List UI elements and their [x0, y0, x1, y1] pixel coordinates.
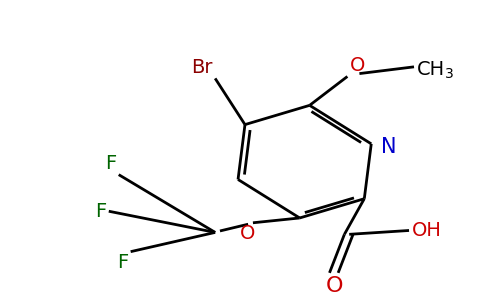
Text: F: F	[105, 154, 116, 173]
Text: O: O	[240, 224, 256, 243]
Text: O: O	[350, 56, 365, 75]
Text: N: N	[381, 137, 396, 157]
Text: CH: CH	[416, 60, 444, 79]
Text: F: F	[95, 202, 106, 221]
Text: F: F	[117, 253, 128, 272]
Text: 3: 3	[445, 67, 454, 81]
Text: O: O	[326, 276, 343, 296]
Text: OH: OH	[411, 221, 441, 240]
Text: Br: Br	[191, 58, 213, 77]
